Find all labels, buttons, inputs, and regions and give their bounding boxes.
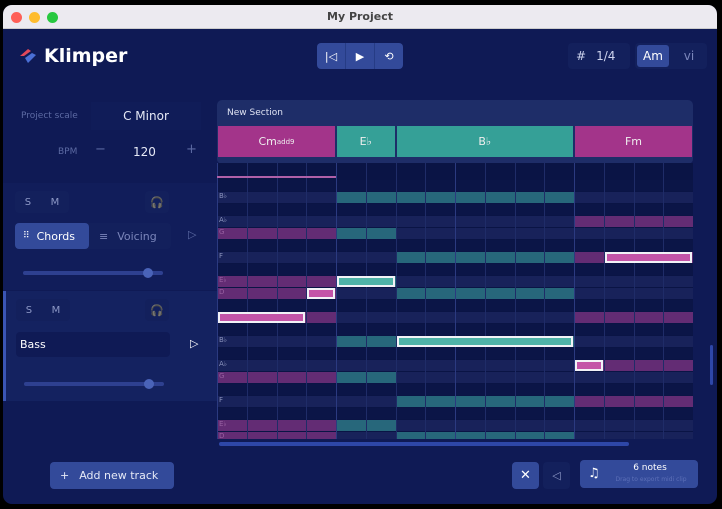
beat-line	[484, 163, 486, 439]
beat-line	[365, 163, 367, 439]
beat-line	[425, 163, 427, 439]
note[interactable]	[337, 276, 395, 287]
key-mode-toggle: Am vi	[635, 43, 707, 69]
beat-line	[514, 163, 516, 439]
chord-block[interactable]: Fm	[575, 126, 692, 157]
beat-line	[663, 163, 665, 439]
row-label: A♭	[219, 216, 228, 224]
title-bar: My Project	[3, 5, 717, 29]
bpm-label: BPM	[58, 147, 78, 157]
mute-button[interactable]: M	[51, 304, 61, 316]
lines-icon: ≡	[99, 229, 109, 243]
track-mode-tabs: ⠿ Chords ≡ Voicing	[15, 223, 171, 249]
volume-slider[interactable]	[23, 268, 163, 278]
mute-button[interactable]: M	[50, 196, 60, 208]
music-note-icon: ♫	[588, 466, 600, 481]
skip-back-icon[interactable]: |◁	[317, 43, 346, 69]
row-label: F	[219, 396, 224, 404]
add-track-label: Add new track	[79, 469, 159, 482]
headphones-icon[interactable]: 🎧	[145, 191, 169, 213]
tab-chords[interactable]: ⠿ Chords	[15, 223, 89, 249]
chord-name: E♭	[359, 135, 372, 148]
project-scale-select[interactable]: C Minor	[91, 102, 201, 130]
key-mode-am[interactable]: Am	[637, 45, 669, 67]
speaker-icon[interactable]: ◁	[543, 462, 570, 489]
track-name-input[interactable]: Bass	[16, 332, 170, 357]
app-name: Klimper	[44, 45, 128, 67]
beat-line	[603, 163, 605, 439]
tab-voicing[interactable]: ≡ Voicing	[89, 223, 171, 249]
grid-value: 1/4	[596, 49, 616, 63]
logo: Klimper	[18, 45, 127, 67]
tab-chords-label: Chords	[36, 229, 76, 243]
play-track-icon[interactable]: ▷	[188, 228, 197, 241]
chord-block[interactable]: Cm add9	[218, 126, 335, 157]
beat-line	[395, 163, 397, 439]
chord-name: Cm	[258, 135, 277, 148]
bpm-decrease-button[interactable]: −	[95, 142, 106, 157]
beat-line	[336, 163, 337, 439]
note[interactable]	[307, 288, 335, 299]
play-track-icon[interactable]: ▷	[190, 337, 199, 350]
maximize-button[interactable]	[47, 12, 58, 23]
beat-line	[276, 163, 278, 439]
minimize-button[interactable]	[29, 12, 40, 23]
beat-line	[633, 163, 635, 439]
play-icon[interactable]: ▶	[346, 43, 375, 69]
grid-dots-icon: ⠿	[23, 231, 30, 241]
bpm-increase-button[interactable]: +	[186, 142, 197, 157]
klimper-logo-icon	[20, 49, 36, 63]
loop-icon[interactable]: ⟲	[384, 49, 394, 63]
beat-line	[246, 163, 248, 439]
beat-line	[306, 163, 308, 439]
beat-line	[217, 163, 218, 439]
tab-voicing-label: Voicing	[117, 229, 157, 243]
export-midi-clip[interactable]: ♫ 6 notes Drag to export midi clip	[580, 460, 698, 488]
notes-count: 6 notes	[633, 463, 667, 473]
bpm-input[interactable]: 120	[133, 145, 156, 159]
volume-slider[interactable]	[24, 379, 164, 389]
grid-snap-button[interactable]: # 1/4	[568, 43, 630, 69]
chord-block[interactable]: B♭	[396, 126, 573, 157]
solo-button[interactable]: S	[25, 304, 33, 316]
chord-block[interactable]: E♭	[337, 126, 395, 157]
fit-to-screen-icon[interactable]: ✕	[512, 462, 539, 489]
beat-line	[455, 163, 456, 439]
note[interactable]	[396, 336, 573, 347]
transport-controls: |◁ ▶ ⟲	[317, 43, 403, 69]
beat-line	[544, 163, 546, 439]
row-label: A♭	[219, 360, 228, 368]
row-label: B♭	[219, 192, 228, 200]
horizontal-scrollbar[interactable]	[219, 442, 629, 446]
headphones-icon[interactable]: 🎧	[145, 299, 169, 321]
note[interactable]	[604, 252, 692, 263]
close-button[interactable]	[11, 12, 22, 23]
beat-line	[574, 163, 575, 439]
row-label: B♭	[219, 336, 228, 344]
row-label: F	[219, 252, 224, 260]
app-window: My Project Klimper |◁ ▶ ⟲ # 1/4 Am vi Pr…	[3, 5, 717, 504]
grid-snap-icon: #	[576, 49, 587, 63]
chord-name: B♭	[478, 135, 492, 148]
window-title: My Project	[327, 10, 393, 23]
vertical-scrollbar[interactable]	[710, 345, 713, 385]
note[interactable]	[218, 312, 306, 323]
chord-name: Fm	[624, 135, 643, 148]
export-hint: Drag to export midi clip	[615, 476, 687, 483]
add-new-track-button[interactable]: + Add new track	[50, 462, 174, 489]
section-name[interactable]: New Section	[227, 108, 283, 118]
chord-extension: add9	[276, 137, 295, 146]
plus-icon: +	[60, 469, 70, 482]
playhead-range	[217, 176, 336, 178]
note[interactable]	[575, 360, 603, 371]
key-mode-vi[interactable]: vi	[683, 49, 695, 63]
project-scale-label: Project scale	[21, 111, 78, 121]
piano-roll[interactable]: B♭A♭GFE♭DCB♭A♭GFE♭D	[217, 163, 693, 439]
solo-button[interactable]: S	[24, 196, 32, 208]
